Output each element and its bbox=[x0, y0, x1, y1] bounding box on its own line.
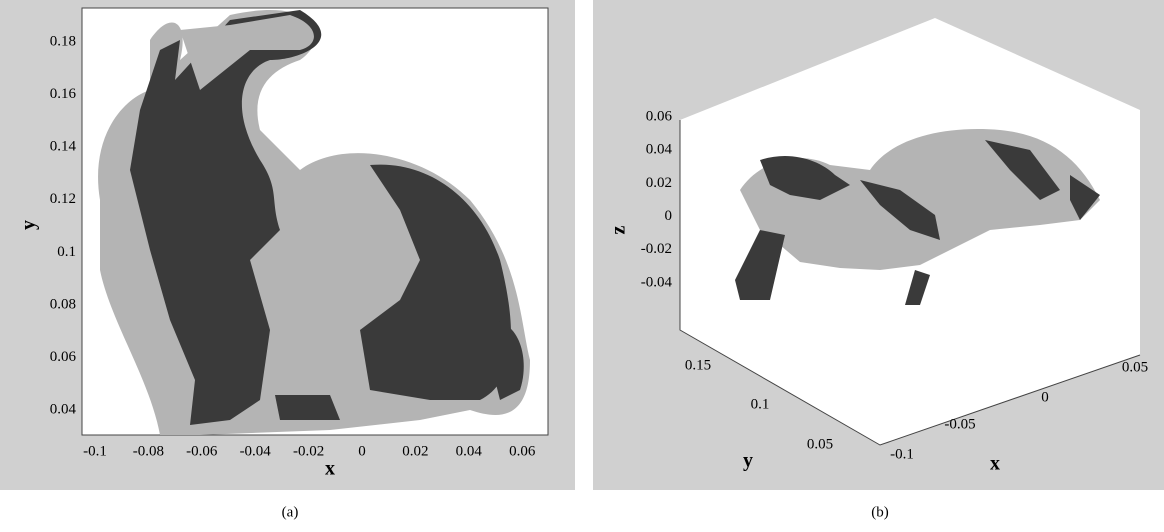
y-tick-label: 0.1 bbox=[751, 396, 770, 412]
z-tick-label: 0.06 bbox=[646, 108, 673, 124]
x-tick-label: -0.06 bbox=[186, 443, 218, 459]
y-tick-label: 0.1 bbox=[57, 244, 76, 260]
y-tick-label: 0.05 bbox=[807, 436, 833, 452]
y-tick-label: 0.15 bbox=[685, 357, 711, 373]
x-tick-label: -0.1 bbox=[83, 443, 107, 459]
z-tick-label: 0.02 bbox=[646, 175, 672, 191]
x-axis-label: x bbox=[990, 453, 1000, 475]
x-tick-label: -0.02 bbox=[293, 443, 324, 459]
figure: x y (a) z y x (b) -0.1 -0.08 -0.06 -0.04 -0.… bbox=[0, 0, 1164, 527]
y-axis-label: y bbox=[18, 220, 40, 230]
y-tick-label: 0.12 bbox=[50, 191, 76, 207]
x-tick-label: 0.04 bbox=[456, 443, 483, 459]
y-tick-label: 0.04 bbox=[50, 402, 77, 418]
z-tick-label: 0.04 bbox=[646, 142, 673, 158]
y-tick-label: 0.14 bbox=[50, 139, 77, 155]
x-axis-label: x bbox=[325, 458, 335, 480]
caption: (a) bbox=[282, 504, 299, 520]
x-tick-label: -0.1 bbox=[890, 446, 914, 462]
z-tick-label: -0.04 bbox=[641, 274, 673, 290]
x-tick-label: 0 bbox=[358, 443, 366, 459]
x-tick-label: 0.05 bbox=[1122, 359, 1148, 375]
y-tick-label: 0.06 bbox=[50, 349, 77, 365]
y-tick-label: 0.08 bbox=[50, 296, 76, 312]
x-tick-label: 0.02 bbox=[402, 443, 428, 459]
x-tick-label: -0.08 bbox=[133, 443, 164, 459]
x-tick-label: -0.04 bbox=[240, 443, 272, 459]
z-tick-label: -0.02 bbox=[641, 241, 672, 257]
z-axis-label: z bbox=[608, 225, 630, 234]
y-tick-label: 0.18 bbox=[50, 33, 76, 49]
z-tick-label: 0 bbox=[665, 208, 673, 224]
y-axis-label: y bbox=[743, 450, 753, 472]
x-tick-label: -0.05 bbox=[944, 416, 975, 432]
caption: (b) bbox=[871, 504, 889, 520]
x-tick-label: 0.06 bbox=[509, 443, 536, 459]
y-tick-label: 0.16 bbox=[50, 86, 77, 102]
x-tick-label: 0 bbox=[1041, 389, 1049, 405]
